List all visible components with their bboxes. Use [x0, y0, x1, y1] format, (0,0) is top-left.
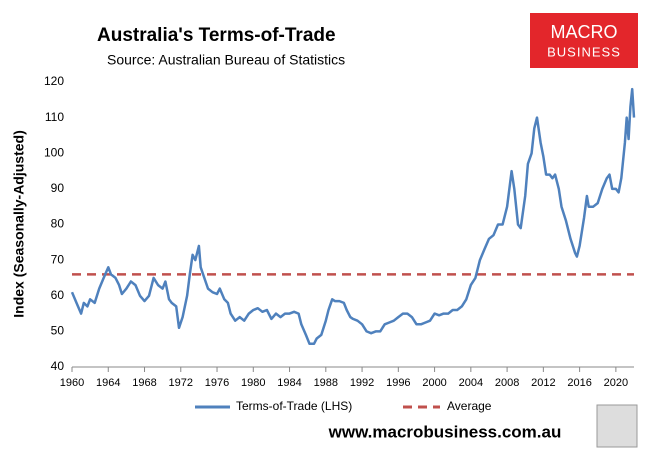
- y-tick-label: 90: [51, 181, 65, 195]
- x-tick-label: 1964: [96, 377, 120, 389]
- logo-icon: [596, 404, 638, 448]
- x-tick-label: 2000: [422, 377, 446, 389]
- x-tick-label: 2012: [531, 377, 555, 389]
- y-tick-label: 70: [51, 252, 65, 266]
- x-tick-label: 1984: [277, 377, 301, 389]
- x-tick-label: 1988: [314, 377, 338, 389]
- series-line: [70, 87, 636, 346]
- x-tick-label: 2008: [495, 377, 519, 389]
- x-tick-label: 2016: [567, 377, 591, 389]
- chart-title: Australia's Terms-of-Trade: [97, 25, 336, 46]
- footer: www.macrobusiness.com.au: [328, 422, 562, 441]
- x-tick-label: 1980: [241, 377, 265, 389]
- logo-text: MACRO: [551, 22, 618, 42]
- y-tick-label: 50: [51, 324, 65, 338]
- y-tick-label: 110: [45, 110, 64, 124]
- y-tick-label: 100: [44, 145, 64, 159]
- y-tick-label: 80: [51, 217, 65, 231]
- x-tick-label: 1972: [169, 377, 193, 389]
- x-tick-label: 1976: [205, 377, 229, 389]
- y-tick-label: 40: [51, 359, 65, 373]
- x-tick-label: 1968: [132, 377, 156, 389]
- x-tick-label: 1960: [60, 377, 84, 389]
- x-tick-label: 2020: [604, 377, 628, 389]
- logo-box: [530, 13, 638, 68]
- y-axis-label: Index (Seasonally-Adjusted): [11, 130, 27, 317]
- x-tick-label: 1996: [386, 377, 410, 389]
- y-tick-label: 60: [51, 288, 65, 302]
- y-tick-label: 120: [44, 74, 64, 88]
- legend-label: Terms-of-Trade (LHS): [236, 399, 352, 413]
- chart-subtitle: Source: Australian Bureau of Statistics: [107, 52, 345, 68]
- legend-label: Average: [447, 399, 492, 413]
- logo-text: BUSINESS: [547, 44, 621, 59]
- x-tick-label: 1992: [350, 377, 374, 389]
- x-tick-label: 2004: [459, 377, 483, 389]
